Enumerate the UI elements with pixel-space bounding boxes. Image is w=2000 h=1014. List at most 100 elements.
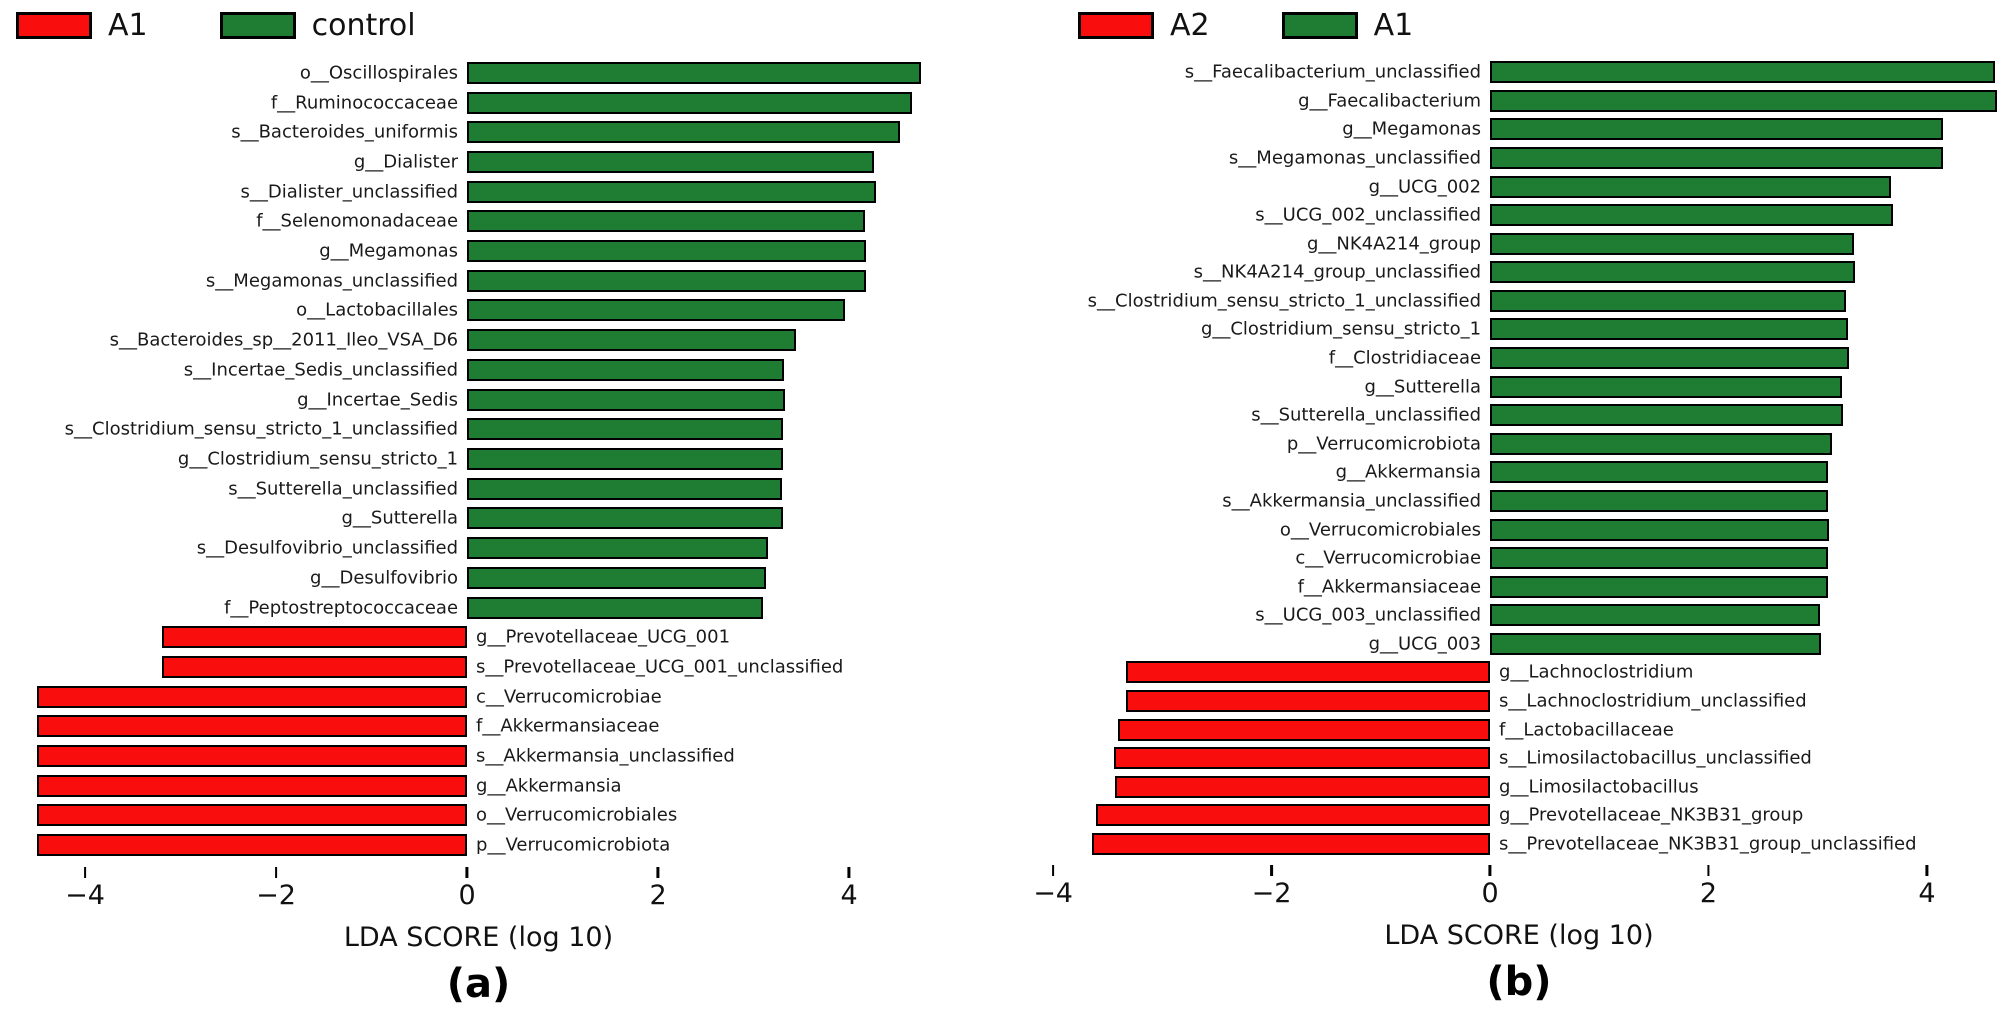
bar-row: g__Clostridium_sensu_stricto_1 [1040,315,1998,344]
bar-label: s__UCG_003_unclassified [1255,604,1482,626]
bar-label: f__Akkermansiaceae [476,715,660,737]
bar-row: s__Megamonas_unclassified [1040,144,1998,173]
bar-s__Bacteroides_uniformis [467,121,900,144]
tick-label: 4 [840,880,858,911]
bar-label: s__Megamonas_unclassified [205,270,459,292]
bar-row: f__Clostridiaceae [1040,344,1998,373]
tick-label: −2 [1251,878,1292,909]
bar-row: c__Verrucomicrobiae [22,682,935,712]
bar-row: s__UCG_003_unclassified [1040,601,1998,630]
bar-g__Prevotellaceae_NK3B31_group [1095,804,1491,827]
bar-label: g__Akkermansia [476,775,622,797]
bar-label: g__Dialister [353,151,459,173]
bar-label: s__Akkermansia_unclassified [476,745,735,767]
legend-swatch-positive [1281,11,1358,39]
bar-row: p__Verrucomicrobiota [22,830,935,860]
bar-label: s__Limosilactobacillus_unclassified [1499,747,1812,769]
axis-tick: −2 [1251,858,1292,909]
bar-row: g__Megamonas [22,236,935,266]
bar-g__Sutterella [1490,375,1842,398]
bar-label: s__Bacteroides_uniformis [231,121,459,143]
tick-label: −4 [1033,878,1073,909]
axis-tick: 0 [458,860,476,911]
bar-row: g__Limosilactobacillus [1040,772,1998,801]
legend-b: A2 A1 [1078,7,2000,43]
bar-label: f__Lactobacillaceae [1499,719,1674,741]
plot-area-a: o__Oscillospirales f__Ruminococcaceae s__B… [22,58,935,860]
x-axis-title-b: LDA SCORE (log 10) [1384,920,1654,951]
tick-mark [656,867,660,878]
bar-g__NK4A214_group [1490,232,1854,255]
bar-label: g__Akkermansia [1335,461,1482,483]
legend-item: control [219,8,416,43]
bar-row: s__Clostridium_sensu_stricto_1_unclassif… [1040,287,1998,316]
bar-s__Clostridium_sensu_stricto_1_unclassified [1490,289,1847,312]
bar-f__Selenomonadaceae [467,210,866,233]
bar-row: s__Incertae_Sedis_unclassified [22,355,935,385]
bar-s__Akkermansia_unclassified [37,745,468,768]
bar-s__Prevotellaceae_UCG_001_unclassified [162,655,468,678]
bar-row: s__NK4A214_group_unclassified [1040,258,1998,287]
bar-label: c__Verrucomicrobiae [476,686,662,708]
tick-mark [1051,865,1055,876]
bar-f__Akkermansiaceae [37,715,468,738]
bar-s__Clostridium_sensu_stricto_1_unclassified [467,418,784,441]
axis-tick: 2 [1700,858,1717,909]
bar-label: g__Limosilactobacillus [1499,776,1699,798]
lefse-chart-a: A1 control o__Oscillospirales f__Ruminococ… [16,8,1000,1007]
axis-tick: 0 [1481,858,1499,909]
bar-row: g__Sutterella [22,504,935,534]
legend-swatch-negative [16,11,92,39]
bar-label: g__Desulfovibrio [310,567,459,589]
bar-o__Oscillospirales [467,61,921,84]
bar-row: g__Megamonas [1040,115,1998,144]
bar-label: s__Desulfovibrio_unclassified [196,537,459,559]
bar-label: s__Megamonas_unclassified [1228,147,1482,169]
legend-label: A1 [1373,7,1414,43]
tick-label: −4 [65,880,105,911]
bar-o__Lactobacillales [467,299,846,322]
plot-area-b: s__Faecalibacterium_unclassified g__Faeca… [1040,58,1998,858]
tick-mark [83,867,87,878]
bar-label: s__Dialister_unclassified [240,181,459,203]
bar-s__Dialister_unclassified [467,180,876,203]
bar-g__Limosilactobacillus [1115,775,1491,798]
bar-label: s__UCG_002_unclassified [1255,204,1482,226]
bar-rows-a: o__Oscillospirales f__Ruminococcaceae s__B… [22,58,935,860]
bar-p__Verrucomicrobiota [1490,432,1832,455]
bar-label: f__Selenomonadaceae [256,210,459,232]
bar-row: s__Akkermansia_unclassified [1040,487,1998,516]
bar-label: s__Prevotellaceae_UCG_001_unclassified [476,656,844,678]
bar-g__Clostridium_sensu_stricto_1 [1490,318,1849,341]
legend-label: A2 [1170,7,1210,43]
tick-label: 0 [458,880,476,911]
legend-a: A1 control [16,8,1000,43]
legend-swatch-positive [219,11,296,39]
tick-label: 2 [649,880,667,911]
legend-swatch-negative [1078,11,1154,39]
bar-row: s__Megamonas_unclassified [22,266,935,296]
bar-c__Verrucomicrobiae [1490,547,1828,570]
legend-item: A2 [1078,8,1210,43]
bar-f__Clostridiaceae [1490,347,1850,370]
tick-label: 2 [1699,878,1718,909]
bar-row: g__Dialister [22,147,935,177]
bar-s__Desulfovibrio_unclassified [467,537,768,560]
bar-s__Prevotellaceae_NK3B31_group_unclassified [1092,832,1491,855]
bar-g__Akkermansia [1490,461,1828,484]
bar-label: g__Clostridium_sensu_stricto_1 [1200,318,1482,340]
bar-label: f__Akkermansiaceae [1297,576,1482,598]
tick-mark [1488,865,1492,876]
bar-label: g__Incertae_Sedis [297,389,459,411]
bar-row: s__Dialister_unclassified [22,177,935,207]
bar-row: s__Bacteroides_uniformis [22,117,935,147]
tick-label: 4 [1918,878,1936,909]
x-axis-a: −4 −2 0 2 4 [22,860,935,922]
bar-label: o__Verrucomicrobiales [476,804,678,826]
bar-label: g__Sutterella [341,507,459,529]
bar-p__Verrucomicrobiota [37,834,468,857]
bar-g__Prevotellaceae_UCG_001 [162,626,468,649]
bar-label: g__Prevotellaceae_NK3B31_group [1499,804,1804,826]
bar-row: g__Prevotellaceae_NK3B31_group [1040,801,1998,830]
